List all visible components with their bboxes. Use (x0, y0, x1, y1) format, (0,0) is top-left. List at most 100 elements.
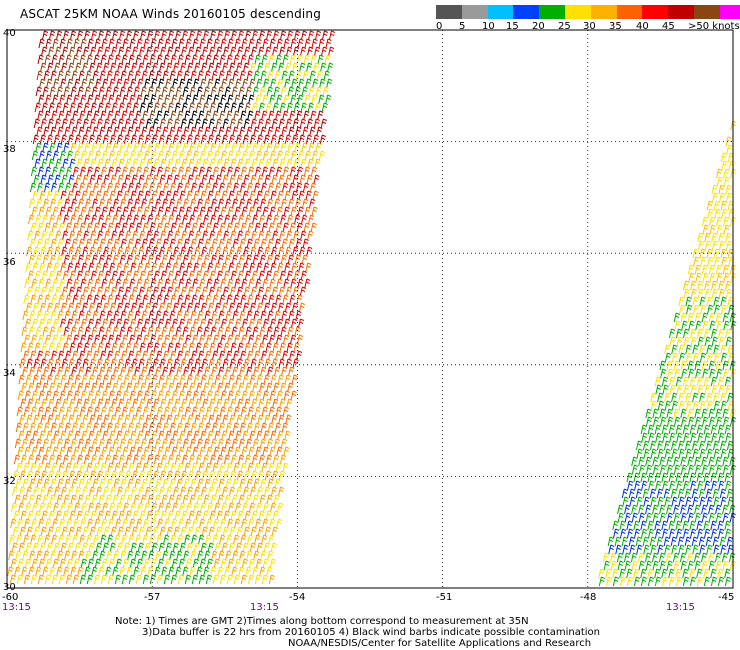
wind-barb (708, 512, 715, 523)
wind-barb (725, 336, 732, 347)
wind-barb (715, 560, 722, 571)
wind-barb (276, 446, 283, 457)
wind-barb (183, 126, 190, 137)
wind-barb (247, 534, 254, 545)
wind-barb (190, 350, 198, 361)
wind-barb (63, 566, 70, 577)
wind-barb (717, 520, 724, 531)
wind-barb (62, 270, 69, 281)
wind-barb (694, 312, 701, 323)
wind-barb (39, 302, 47, 313)
wind-barb (77, 438, 84, 449)
wind-barb (137, 190, 144, 201)
wind-barb (260, 422, 267, 433)
wind-barb (94, 150, 102, 161)
wind-barb (120, 366, 127, 377)
wind-barb (152, 470, 160, 481)
wind-barb (225, 550, 232, 561)
wind-barb (263, 502, 270, 513)
wind-barb (300, 230, 307, 241)
wind-barb (106, 182, 114, 193)
wind-barb (222, 358, 229, 369)
wind-barb (208, 526, 215, 537)
wind-barb (237, 270, 244, 281)
wind-barb (43, 310, 50, 321)
wind-barb (78, 422, 85, 433)
wind-barb (57, 238, 64, 249)
wind-barb (101, 94, 108, 105)
wind-barb (664, 496, 671, 507)
wind-barb (130, 486, 138, 497)
wind-barb (237, 102, 244, 113)
wind-barb (683, 432, 690, 443)
wind-barb (279, 230, 286, 241)
wind-barb (270, 486, 278, 497)
wind-barb (183, 350, 191, 361)
wind-barb (155, 310, 162, 321)
wind-barb (696, 472, 703, 483)
wind-barb (675, 424, 682, 435)
wind-barb (76, 398, 83, 409)
wind-barb (205, 406, 212, 417)
wind-barb (81, 134, 88, 145)
wind-barb (182, 494, 189, 505)
wind-barb (291, 134, 298, 145)
wind-barb (69, 102, 76, 113)
wind-barb (223, 30, 231, 41)
wind-barb (215, 526, 222, 537)
wind-barb (46, 430, 53, 441)
wind-barb (252, 254, 259, 265)
wind-barb (119, 214, 126, 225)
map-title: ASCAT 25KM NOAA Winds 20160105 descendin… (20, 7, 322, 21)
wind-barb (678, 448, 685, 459)
wind-barb (60, 486, 68, 497)
wind-barb (65, 406, 72, 417)
wind-barb (158, 78, 165, 89)
wind-barb (28, 198, 36, 209)
wind-barb (287, 142, 294, 153)
wind-barb (68, 246, 75, 257)
wind-barb (34, 158, 41, 169)
wind-barb (124, 174, 131, 185)
wind-barb (110, 118, 117, 129)
wind-barb (107, 462, 114, 473)
wind-barb (628, 488, 635, 499)
wind-barb (244, 342, 251, 353)
wind-barb (723, 224, 730, 235)
wind-barb (708, 216, 716, 227)
wind-barb (204, 70, 211, 81)
wind-barb (82, 470, 90, 481)
wind-barb (258, 230, 265, 241)
wind-barb (238, 382, 245, 393)
legend-swatch (642, 5, 669, 19)
wind-barb (716, 272, 723, 283)
wind-barb (226, 294, 233, 305)
wind-barb (184, 574, 191, 585)
wind-barb (704, 384, 711, 395)
wind-barb (693, 552, 701, 563)
wind-barb (224, 494, 231, 505)
wind-barb (277, 78, 284, 89)
wind-barb (86, 222, 93, 233)
wind-barb (114, 222, 121, 233)
wind-barb (83, 510, 90, 521)
wind-barb (138, 46, 146, 57)
wind-barb (160, 510, 167, 521)
wind-barb (273, 198, 281, 209)
wind-barb (108, 446, 115, 457)
wind-barb (132, 158, 139, 169)
wind-barb (641, 480, 648, 491)
wind-barb (80, 446, 87, 457)
wind-barb (105, 254, 112, 265)
wind-barb (178, 150, 186, 161)
wind-barb (256, 190, 263, 201)
wind-barb (316, 70, 323, 81)
wind-barb (700, 552, 708, 563)
wind-barb (34, 454, 42, 465)
wind-barb (222, 286, 229, 297)
wind-barb (241, 150, 249, 161)
wind-barb (720, 496, 727, 507)
wind-barb (189, 86, 196, 97)
wind-barb (169, 126, 176, 137)
wind-barb (42, 214, 49, 225)
